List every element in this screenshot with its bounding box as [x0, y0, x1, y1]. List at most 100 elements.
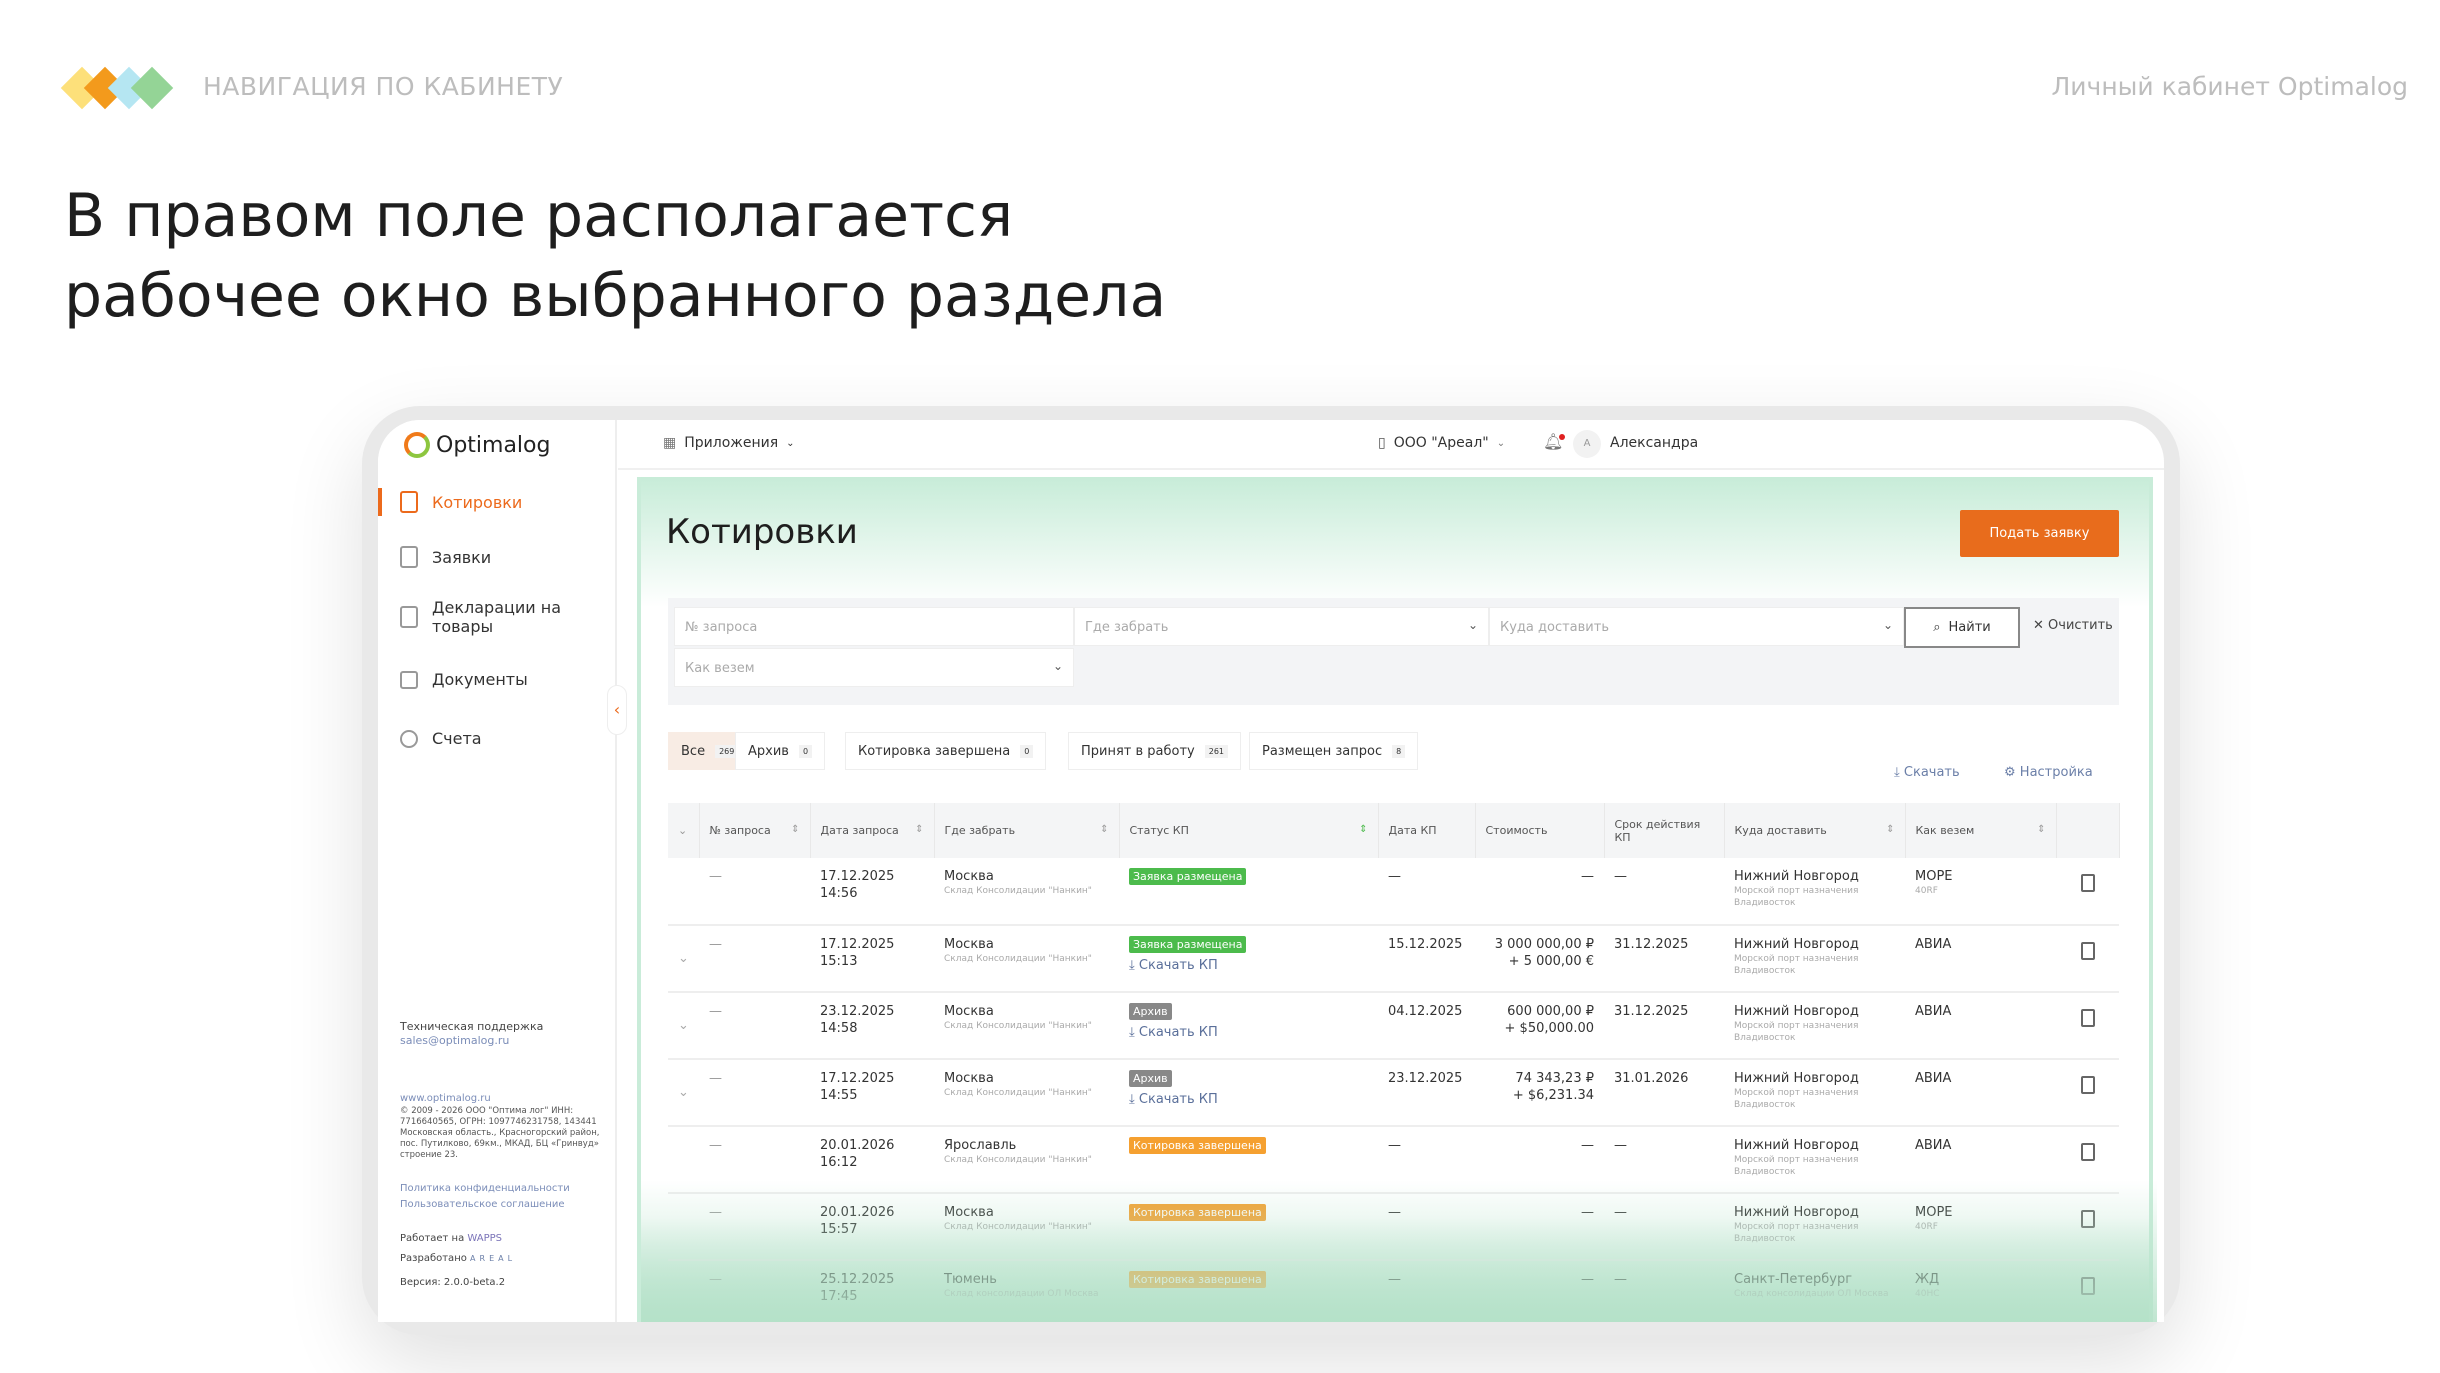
copy-icon[interactable]	[2080, 1277, 2095, 1295]
sort-icon: ⇕	[915, 824, 924, 835]
app-logo[interactable]: Optimalog	[404, 432, 550, 458]
table-row[interactable]: ⌄ —23.12.2025 14:58 Москва Склад Консолидаци…	[668, 992, 2119, 1060]
request-no: —	[699, 1059, 810, 1127]
tab-in-progress[interactable]: Принят в работу 261	[1068, 732, 1242, 770]
apps-menu[interactable]: ▦ Приложения ⌄	[663, 435, 795, 451]
col-transport[interactable]: Как везем ⇕	[1905, 803, 2057, 858]
copy-icon[interactable]	[2080, 1210, 2095, 1228]
copy-button[interactable]	[2056, 925, 2119, 993]
status-cell: Заявка размещена	[1119, 858, 1378, 926]
sidebar-item-documents[interactable]: Документы	[378, 670, 617, 689]
find-button[interactable]: ⌕ Найти	[1904, 607, 2020, 648]
expand-row-toggle[interactable]: ⌄	[668, 992, 699, 1060]
sort-icon: ⇕	[1359, 824, 1368, 835]
tab-request-placed[interactable]: Размещен запрос 8	[1249, 732, 1419, 770]
copy-button[interactable]	[2056, 1126, 2119, 1194]
download-kp-link[interactable]: ⤓ Скачать КП	[1129, 1092, 1218, 1107]
support-email[interactable]: sales@optimalog.ru	[400, 1034, 510, 1047]
notification-bell-icon[interactable]: 🔔︎	[1543, 432, 1566, 451]
download-kp-link[interactable]: ⤓ Скачать КП	[1129, 1025, 1218, 1040]
status-cell: Котировка завершена	[1119, 1260, 1378, 1322]
expand-row-toggle[interactable]	[668, 1126, 699, 1194]
developed-by: Разработано AREAL	[400, 1253, 517, 1264]
status-cell: Котировка завершена	[1119, 1126, 1378, 1194]
privacy-link[interactable]: Политика конфиденциальности	[400, 1183, 570, 1194]
col-request-no[interactable]: № запроса ⇕	[699, 803, 811, 858]
copy-button[interactable]	[2056, 992, 2119, 1060]
sort-icon: ⇕	[1100, 824, 1109, 835]
table-row[interactable]: —20.01.2026 16:12 Ярославль Склад Консолида…	[668, 1126, 2119, 1194]
validity: —	[1604, 1193, 1724, 1261]
sidebar-item-quotes[interactable]: Котировки	[378, 488, 617, 516]
pickup-cell: Москва Склад Консолидации "Нанкин"	[934, 858, 1119, 926]
coins-icon	[400, 729, 418, 748]
close-icon: ✕	[2033, 618, 2044, 633]
user-name[interactable]: Александра	[1610, 435, 1699, 451]
col-delivery[interactable]: Куда доставить ⇕	[1724, 803, 1906, 858]
copy-icon[interactable]	[2080, 1009, 2095, 1027]
sidebar-item-invoices[interactable]: Счета	[378, 729, 617, 748]
copy-button[interactable]	[2056, 1059, 2119, 1127]
tab-archive[interactable]: Архив 0	[735, 732, 826, 770]
expand-row-toggle[interactable]: ⌄	[668, 925, 699, 993]
status-badge: Котировка завершена	[1129, 1271, 1266, 1288]
request-date: 20.01.2026 16:12	[810, 1126, 934, 1194]
table-row[interactable]: —20.01.2026 15:57 Москва Склад Консолидации…	[668, 1193, 2119, 1261]
transport-cell: АВИА	[1905, 992, 2056, 1060]
pickup-select[interactable]: Где забрать ⌄	[1074, 607, 1489, 646]
clear-button[interactable]: ✕ Очистить	[2033, 618, 2113, 633]
table-row[interactable]: —17.12.2025 14:56 Москва Склад Консолидации…	[668, 858, 2119, 926]
request-date: 17.12.2025 15:13	[810, 925, 934, 993]
site-link[interactable]: www.optimalog.ru	[400, 1093, 491, 1104]
delivery-select[interactable]: Куда доставить ⌄	[1489, 607, 1904, 646]
expand-row-toggle[interactable]	[668, 1193, 699, 1261]
kp-date: 23.12.2025	[1378, 1059, 1475, 1127]
tab-quote-completed[interactable]: Котировка завершена 0	[845, 732, 1047, 770]
delivery-cell: Нижний Новгород Морской порт назначения В…	[1724, 925, 1905, 993]
expand-row-toggle[interactable]	[668, 1260, 699, 1322]
col-request-date[interactable]: Дата запроса ⇕	[810, 803, 935, 858]
delivery-cell: Нижний Новгород Морской порт назначения В…	[1724, 858, 1905, 926]
document-icon	[400, 606, 418, 628]
copy-icon[interactable]	[2080, 1143, 2095, 1161]
request-no: —	[699, 992, 810, 1060]
col-pickup[interactable]: Где забрать ⇕	[934, 803, 1120, 858]
collapse-sidebar-button[interactable]: ‹	[607, 685, 627, 735]
kp-date: 15.12.2025	[1378, 925, 1475, 993]
expand-all-toggle[interactable]: ⌄	[668, 803, 700, 858]
copy-button[interactable]	[2056, 858, 2119, 926]
table-row[interactable]: ⌄ —17.12.2025 15:13 Москва Склад Консолидаци…	[668, 925, 2119, 993]
request-date: 17.12.2025 14:56	[810, 858, 934, 926]
submit-request-button[interactable]: Подать заявку	[1960, 510, 2119, 557]
col-status[interactable]: Статус КП ⇕	[1119, 803, 1379, 858]
gear-icon: ⚙	[2004, 765, 2016, 780]
sidebar-item-declarations[interactable]: Декларации на товары	[378, 598, 578, 636]
avatar[interactable]: А	[1573, 430, 1601, 458]
sidebar-item-orders[interactable]: Заявки	[378, 546, 617, 568]
request-no-input[interactable]: № запроса	[674, 607, 1074, 646]
download-kp-link[interactable]: ⤓ Скачать КП	[1129, 958, 1218, 973]
request-no: —	[699, 858, 810, 926]
kp-date: —	[1378, 1193, 1475, 1261]
expand-row-toggle[interactable]: ⌄	[668, 1059, 699, 1127]
company-selector[interactable]: ▯ ООО "Ареал" ⌄	[1378, 435, 1506, 451]
table-row[interactable]: ⌄ —17.12.2025 14:55 Москва Склад Консолидаци…	[668, 1059, 2119, 1127]
sort-icon: ⇕	[791, 824, 800, 835]
expand-row-toggle[interactable]	[668, 858, 699, 926]
pickup-cell: Москва Склад Консолидации "Нанкин"	[934, 925, 1119, 993]
copy-icon[interactable]	[2080, 1076, 2095, 1094]
settings-button[interactable]: ⚙ Настройка	[2004, 765, 2093, 780]
transport-select[interactable]: Как везем ⌄	[674, 648, 1074, 687]
headline: В правом поле располагается рабочее окно …	[64, 181, 1167, 331]
search-icon: ⌕	[1933, 620, 1941, 635]
copy-button[interactable]	[2056, 1193, 2119, 1261]
copy-button[interactable]	[2056, 1260, 2119, 1322]
support-title: Техническая поддержка	[400, 1020, 544, 1033]
copy-icon[interactable]	[2080, 874, 2095, 892]
download-button[interactable]: ⤓ Скачать	[1894, 765, 1960, 780]
copy-icon[interactable]	[2080, 942, 2095, 960]
agreement-link[interactable]: Пользовательское соглашение	[400, 1199, 565, 1210]
transport-cell: АВИА	[1905, 1059, 2056, 1127]
table-row[interactable]: —25.12.2025 17:45 Тюмень Склад консолидации…	[668, 1260, 2119, 1322]
deck-title: Личный кабинет Optimalog	[2051, 72, 2409, 101]
